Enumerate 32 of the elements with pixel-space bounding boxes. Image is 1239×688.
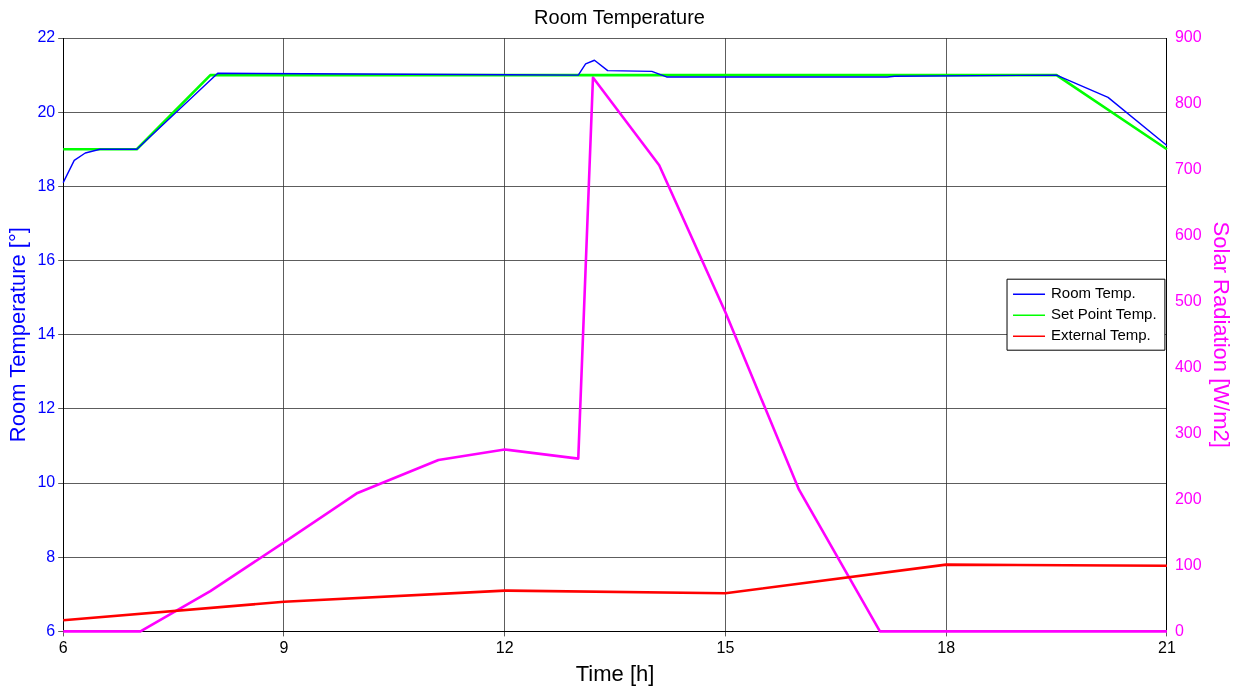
x-tick-label: 15 [716, 639, 735, 657]
y2-tick-label: 700 [1174, 160, 1202, 178]
y-tick-label: 18 [37, 176, 56, 194]
x-tick-label: 21 [1158, 639, 1176, 657]
y2-tick-label: 600 [1174, 226, 1202, 244]
x-tick-label: 12 [495, 639, 514, 657]
y-tick-label: 14 [37, 325, 56, 343]
y2-tick-label: 400 [1174, 358, 1202, 376]
legend-label: Room Temp. [1051, 284, 1136, 302]
x-tick-label: 6 [58, 639, 68, 657]
y-tick-label: 12 [37, 399, 56, 417]
y2-tick-label: 0 [1174, 621, 1184, 639]
y2-tick-label: 500 [1174, 292, 1202, 310]
x-axis-title: Time [h] [575, 660, 655, 686]
legend-label: Set Point Temp. [1051, 305, 1157, 323]
legend-label: External Temp. [1051, 326, 1151, 344]
chart-title: Room Temperature [534, 5, 705, 28]
y-tick-label: 6 [46, 621, 56, 639]
y-tick-label: 22 [37, 28, 56, 46]
y2-tick-label: 300 [1174, 424, 1202, 442]
y-tick-label: 20 [37, 102, 56, 120]
x-tick-label: 18 [937, 639, 956, 657]
y2-tick-label: 100 [1174, 555, 1202, 573]
y2-axis-title: Solar Radiation [W/m2] [1208, 221, 1234, 448]
y2-tick-label: 200 [1174, 489, 1202, 507]
x-tick-label: 9 [279, 639, 289, 657]
y-tick-label: 16 [37, 250, 56, 268]
y2-tick-label: 900 [1174, 28, 1202, 46]
y-tick-label: 10 [37, 473, 56, 491]
y-axis-title: Room Temperature [°] [5, 227, 31, 443]
y2-tick-label: 800 [1174, 94, 1202, 112]
y-tick-label: 8 [46, 547, 56, 565]
